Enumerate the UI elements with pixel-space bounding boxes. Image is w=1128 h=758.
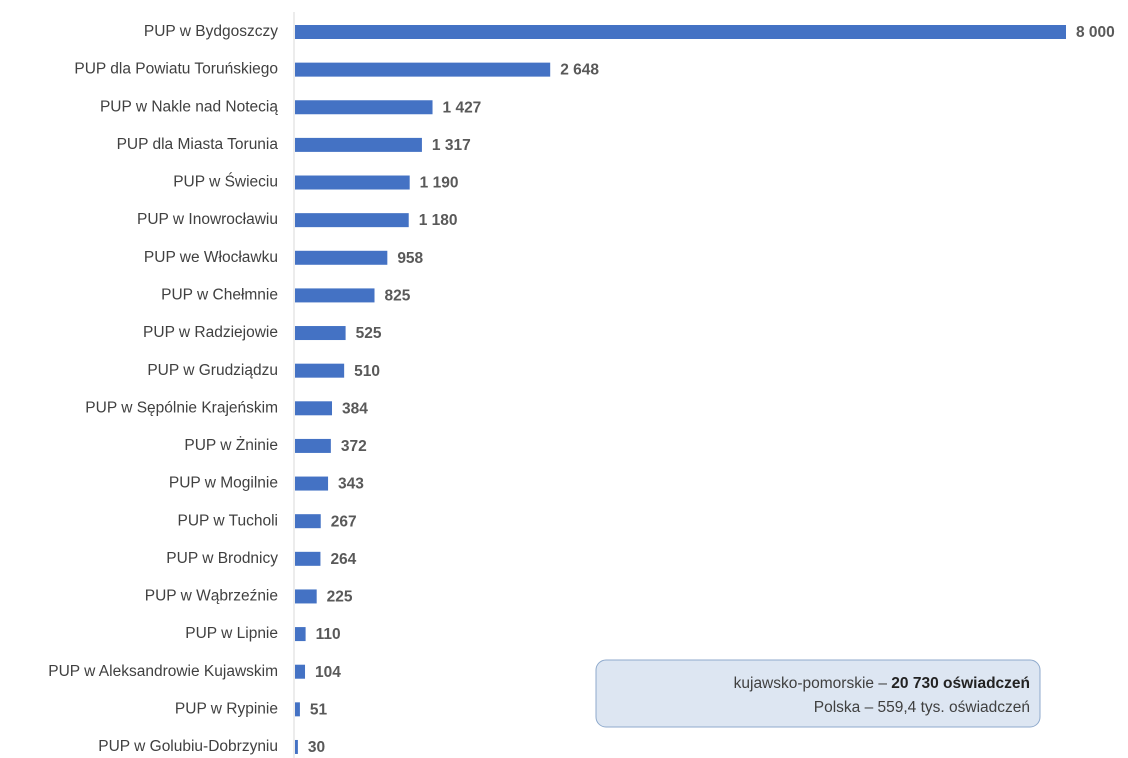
category-label: PUP w Sępólnie Krajeńskim	[85, 399, 278, 416]
category-label: PUP w Wąbrzeźnie	[145, 588, 278, 605]
bar	[295, 664, 306, 679]
value-label: 30	[308, 739, 325, 756]
value-label: 104	[315, 664, 341, 681]
bar	[295, 514, 321, 529]
value-label: 343	[338, 476, 364, 493]
value-label: 384	[342, 400, 368, 417]
value-label: 1 427	[443, 99, 482, 116]
value-label: 267	[331, 513, 357, 530]
category-label: PUP w Radziejowie	[143, 324, 278, 341]
bar	[295, 401, 333, 416]
value-label: 825	[385, 288, 411, 305]
annotation-line2: Polska – 559,4 tys. oświadczeń	[814, 699, 1030, 716]
category-label: PUP dla Powiatu Toruńskiego	[74, 61, 278, 78]
value-label: 264	[330, 551, 356, 568]
value-label: 510	[354, 363, 380, 380]
bar	[295, 476, 329, 491]
bar	[295, 739, 298, 754]
bar	[295, 702, 300, 717]
bar	[295, 213, 409, 228]
value-label: 51	[310, 701, 328, 718]
category-label: PUP w Aleksandrowie Kujawskim	[48, 663, 278, 680]
category-label: PUP w Świeciu	[173, 173, 278, 191]
category-label: PUP w Grudziądzu	[147, 362, 278, 379]
category-label: PUP w Nakle nad Notecią	[100, 98, 278, 115]
bar	[295, 551, 321, 566]
category-label: PUP w Brodnicy	[166, 550, 278, 567]
category-label: PUP w Tucholi	[177, 512, 278, 529]
category-label: PUP w Rypinie	[175, 700, 278, 717]
category-label: PUP w Chełmnie	[161, 287, 278, 304]
annotation-box	[595, 659, 1041, 728]
bar	[295, 288, 375, 303]
value-label: 1 180	[419, 212, 458, 229]
bar	[295, 627, 306, 642]
category-label: PUP w Żninie	[184, 436, 278, 454]
bar	[295, 25, 1066, 39]
value-label: 1 317	[432, 137, 471, 154]
annotation-line1: kujawsko-pomorskie – 20 730 oświadczeń	[734, 675, 1030, 692]
value-label: 1 190	[420, 175, 459, 192]
bar	[295, 326, 346, 341]
bar	[295, 250, 388, 265]
annotation-text: kujawsko-pomorskie –	[734, 675, 892, 692]
category-label: PUP dla Miasta Torunia	[117, 136, 279, 153]
value-label: 958	[397, 250, 423, 267]
category-label: PUP w Bydgoszczy	[144, 23, 278, 40]
bar	[295, 589, 317, 604]
bar	[295, 438, 331, 453]
value-label: 372	[341, 438, 367, 455]
bar	[295, 62, 551, 77]
value-label: 8 000	[1076, 24, 1115, 41]
value-label: 2 648	[560, 62, 599, 79]
annotation-bold: 20 730 oświadczeń	[891, 675, 1030, 692]
bar	[295, 100, 433, 115]
category-label: PUP w Lipnie	[185, 625, 278, 642]
bar	[295, 175, 410, 190]
bar	[295, 363, 345, 378]
value-label: 225	[327, 589, 353, 606]
value-label: 525	[356, 325, 382, 342]
category-label: PUP w Inowrocławiu	[137, 211, 278, 228]
category-label: PUP we Włocławku	[144, 249, 278, 266]
bar	[295, 137, 422, 152]
category-label: PUP w Mogilnie	[169, 475, 278, 492]
category-label: PUP w Golubiu-Dobrzyniu	[98, 738, 278, 755]
value-label: 110	[316, 626, 341, 643]
